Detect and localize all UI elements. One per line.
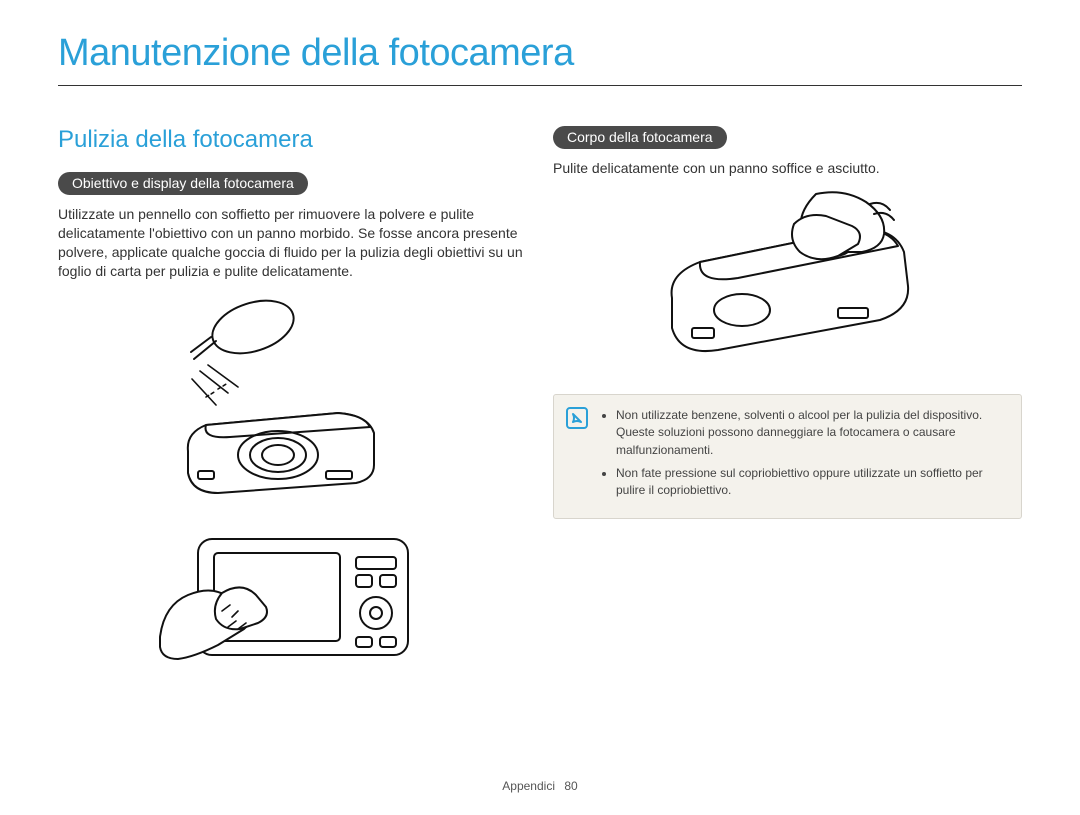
- page-title: Manutenzione della fotocamera: [58, 32, 1022, 86]
- pill-lens-display: Obiettivo e display della fotocamera: [58, 172, 308, 195]
- illustration-group-left: [58, 293, 527, 687]
- illustration-wipe-body: [638, 190, 938, 370]
- left-column: Pulizia della fotocamera Obiettivo e dis…: [58, 126, 527, 701]
- illustration-blower-camera: [158, 293, 428, 503]
- pill-body: Corpo della fotocamera: [553, 126, 727, 149]
- footer-section: Appendici: [502, 779, 555, 793]
- note-list: Non utilizzate benzene, solventi o alcoo…: [600, 407, 1007, 506]
- section-title-cleaning: Pulizia della fotocamera: [58, 126, 527, 154]
- note-item: Non fate pressione sul copriobiettivo op…: [616, 465, 1007, 500]
- note-icon: [566, 407, 588, 506]
- two-column-layout: Pulizia della fotocamera Obiettivo e dis…: [58, 126, 1022, 701]
- page-footer: Appendici 80: [0, 779, 1080, 793]
- illustration-wipe-display: [158, 517, 428, 687]
- paragraph-lens-display: Utilizzate un pennello con soffietto per…: [58, 205, 527, 281]
- paragraph-body: Pulite delicatamente con un panno soffic…: [553, 159, 1022, 178]
- note-box: Non utilizzate benzene, solventi o alcoo…: [553, 394, 1022, 519]
- footer-page-number: 80: [564, 779, 577, 793]
- right-column: Corpo della fotocamera Pulite delicatame…: [553, 126, 1022, 701]
- note-item: Non utilizzate benzene, solventi o alcoo…: [616, 407, 1007, 459]
